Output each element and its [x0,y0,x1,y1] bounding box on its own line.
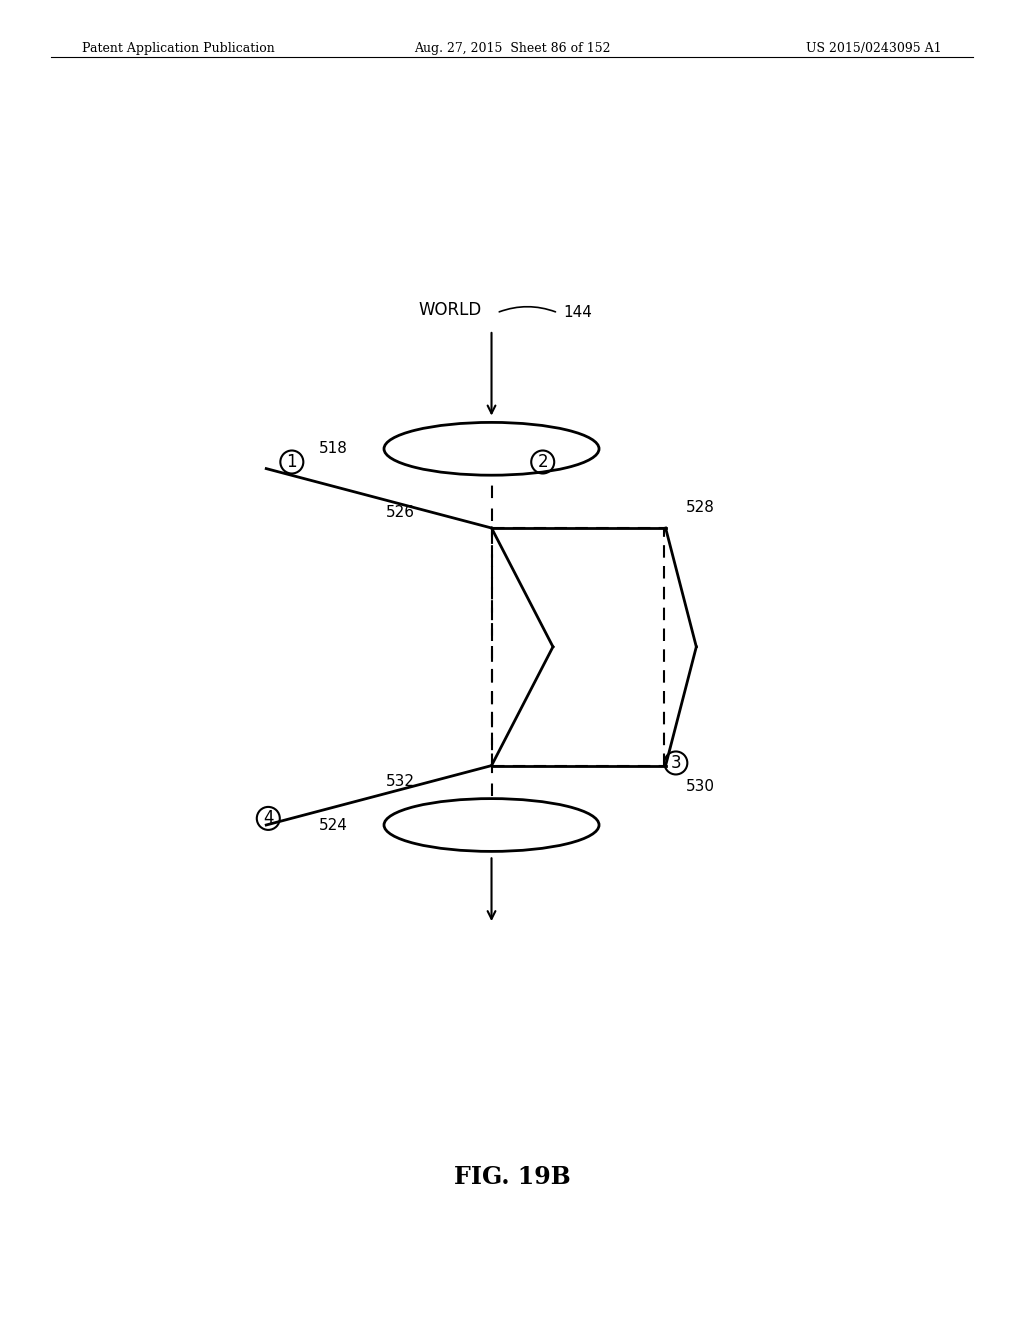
Text: 3: 3 [671,754,681,772]
Text: 2: 2 [538,453,548,471]
Text: Aug. 27, 2015  Sheet 86 of 152: Aug. 27, 2015 Sheet 86 of 152 [414,42,610,55]
Text: 524: 524 [319,817,348,833]
Text: 1: 1 [287,453,297,471]
Text: 144: 144 [563,305,592,321]
Text: FIG. 19B: FIG. 19B [454,1166,570,1189]
Text: 518: 518 [319,441,348,457]
Text: US 2015/0243095 A1: US 2015/0243095 A1 [807,42,942,55]
Text: 526: 526 [386,504,415,520]
Text: 532: 532 [386,774,415,789]
Text: WORLD: WORLD [418,301,481,319]
Text: Patent Application Publication: Patent Application Publication [82,42,274,55]
Text: 528: 528 [686,500,715,515]
Text: 530: 530 [686,779,715,793]
Text: 4: 4 [263,809,273,828]
